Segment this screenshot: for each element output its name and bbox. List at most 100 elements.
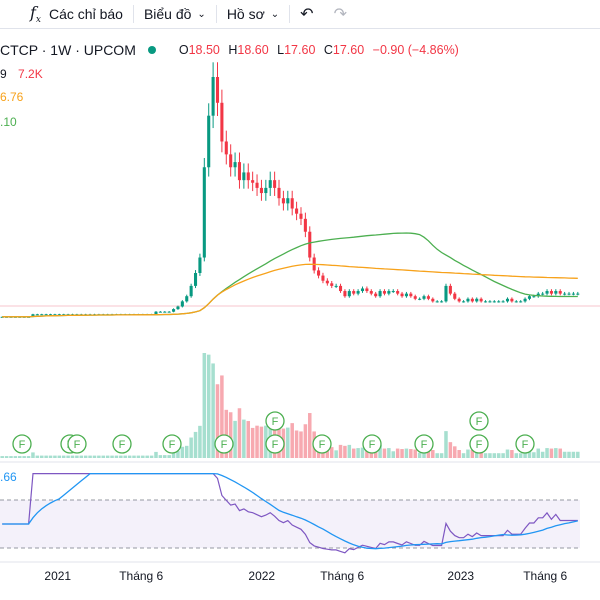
candle bbox=[462, 301, 466, 303]
volume-bar bbox=[31, 452, 35, 458]
volume-bar bbox=[61, 455, 66, 458]
candle bbox=[545, 291, 549, 294]
volume-bar bbox=[562, 451, 567, 458]
ohlc-values: O18.50 H18.60 L17.60 C17.60 −0.90 (−4.86… bbox=[174, 43, 459, 57]
ma-green-value: .10 bbox=[0, 115, 17, 129]
candle bbox=[466, 298, 470, 302]
financials-flag-icon[interactable] bbox=[312, 434, 332, 454]
candle bbox=[189, 285, 193, 297]
redo-icon: ↷ bbox=[333, 6, 347, 23]
chevron-down-icon: ⌄ bbox=[197, 8, 206, 20]
candle bbox=[549, 291, 553, 294]
candle bbox=[413, 296, 417, 299]
x-axis-label: Tháng 6 bbox=[119, 569, 164, 583]
volume-bar bbox=[0, 456, 4, 458]
volume-bar bbox=[457, 450, 461, 458]
financials-flag-label: F bbox=[272, 416, 279, 428]
candle bbox=[44, 314, 48, 316]
volume-bar bbox=[514, 453, 519, 458]
candle bbox=[404, 293, 408, 297]
volume-bar bbox=[413, 449, 417, 458]
volume-bar bbox=[167, 455, 171, 458]
candle bbox=[369, 291, 373, 294]
volume-bar bbox=[13, 456, 18, 458]
candle bbox=[220, 102, 224, 142]
volume-bar bbox=[360, 447, 365, 458]
symbol-title[interactable]: CTCP · 1W · UPCOM bbox=[0, 42, 136, 58]
financials-flag-icon[interactable] bbox=[265, 434, 285, 454]
financials-flag-icon[interactable] bbox=[67, 434, 87, 454]
volume-bar bbox=[338, 444, 343, 458]
financials-flag-icon[interactable] bbox=[162, 434, 182, 454]
candle bbox=[211, 77, 215, 116]
financials-flag-icon[interactable] bbox=[112, 434, 132, 454]
financials-flag-icon[interactable] bbox=[214, 434, 234, 454]
volume-bar bbox=[57, 455, 62, 458]
volume-bar bbox=[576, 451, 580, 458]
financials-flag-icon[interactable] bbox=[469, 434, 489, 454]
financials-flag-icon[interactable] bbox=[12, 434, 32, 454]
candle bbox=[492, 301, 496, 303]
volume-value: 7.2K bbox=[18, 67, 43, 81]
volume-prefix: 9 bbox=[0, 67, 7, 81]
volume-bar bbox=[123, 455, 127, 458]
volume-bar bbox=[198, 425, 202, 458]
candle bbox=[229, 154, 233, 168]
candle bbox=[290, 198, 294, 209]
volume-bar bbox=[299, 431, 303, 458]
volume-bar bbox=[259, 426, 264, 458]
candle bbox=[224, 141, 228, 155]
volume-bar bbox=[145, 455, 149, 458]
volume-bar bbox=[483, 453, 488, 458]
candle bbox=[57, 314, 61, 316]
volume-bar bbox=[176, 450, 180, 458]
x-axis-label: Tháng 6 bbox=[523, 569, 568, 583]
candle bbox=[167, 311, 171, 313]
indicators-button[interactable]: fx Các chỉ báo bbox=[0, 0, 133, 28]
chart-menu-button[interactable]: Biểu đồ ⌄ bbox=[134, 0, 216, 28]
volume-bar bbox=[48, 455, 53, 458]
candle bbox=[488, 301, 492, 303]
volume-bar bbox=[488, 453, 492, 458]
undo-button[interactable]: ↶ bbox=[290, 0, 323, 28]
volume-bar bbox=[136, 455, 141, 458]
volume-bar bbox=[470, 450, 475, 458]
candle bbox=[48, 314, 53, 316]
candle bbox=[440, 301, 444, 303]
financials-flag-icon[interactable] bbox=[362, 434, 382, 454]
chart-menu-label: Biểu đồ bbox=[143, 6, 192, 22]
high-key: H bbox=[228, 43, 238, 57]
financials-flag-icon[interactable] bbox=[414, 434, 434, 454]
volume-bar bbox=[180, 446, 185, 458]
change-value: −0.90 (−4.86%) bbox=[372, 43, 459, 57]
financials-flag-icon[interactable] bbox=[265, 411, 285, 431]
candle bbox=[273, 180, 277, 188]
volume-bar bbox=[382, 448, 387, 458]
volume-bar bbox=[242, 419, 246, 458]
candle bbox=[435, 301, 439, 303]
volume-bar bbox=[237, 408, 242, 458]
candle bbox=[505, 298, 510, 302]
candle bbox=[172, 309, 176, 312]
profile-menu-button[interactable]: Hồ sơ ⌄ bbox=[217, 0, 289, 28]
candle bbox=[202, 167, 206, 258]
candle bbox=[198, 257, 202, 273]
candle bbox=[567, 293, 571, 295]
volume-bar bbox=[9, 456, 13, 458]
candle bbox=[532, 296, 536, 298]
candle bbox=[391, 291, 395, 293]
volume-bar bbox=[53, 455, 57, 458]
volume-bar bbox=[527, 449, 532, 458]
toolbar-divider bbox=[132, 5, 134, 23]
top-toolbar: fx Các chỉ báo Biểu đồ ⌄ Hồ sơ ⌄ ↶ ↷ bbox=[0, 0, 600, 29]
volume-bar bbox=[387, 448, 391, 458]
financials-flag-icon[interactable] bbox=[469, 411, 489, 431]
redo-button[interactable]: ↷ bbox=[324, 0, 357, 28]
candle bbox=[281, 198, 285, 204]
low-key: L bbox=[277, 43, 285, 57]
financials-flag-icon[interactable] bbox=[515, 434, 535, 454]
low-value: 17.60 bbox=[284, 43, 316, 57]
volume-bar bbox=[184, 445, 189, 458]
candle bbox=[479, 298, 483, 302]
